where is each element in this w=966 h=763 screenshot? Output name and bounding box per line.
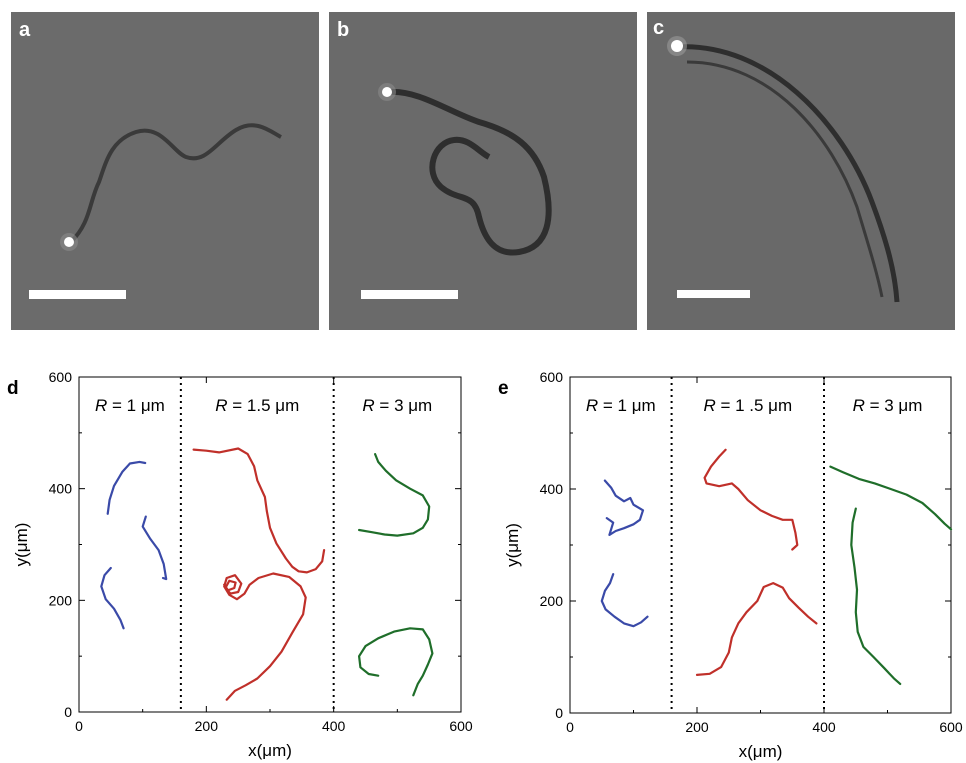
panel-label: e — [498, 378, 509, 399]
micrograph-a-background — [11, 12, 319, 330]
micrograph-c: c — [647, 12, 955, 330]
trajectory-R3-6 — [358, 627, 434, 697]
x-tick-label: 0 — [566, 719, 574, 735]
region-label: R = 1 μm — [95, 396, 165, 415]
trajectory-R1-0 — [106, 460, 147, 515]
panel-label: a — [19, 19, 31, 41]
panel-label: b — [337, 19, 349, 41]
y-tick-label: 0 — [555, 705, 563, 721]
region-label: R = 3 μm — [853, 396, 923, 415]
trajectory-R15-3 — [192, 447, 326, 574]
x-axis-label: x(μm) — [248, 741, 292, 760]
micrograph-c-background — [647, 12, 955, 330]
region-label: R = 3 μm — [362, 396, 432, 415]
x-tick-label: 200 — [685, 719, 709, 735]
x-tick-label: 0 — [75, 718, 83, 734]
x-axis-label: x(μm) — [739, 742, 783, 761]
micrograph-b: b — [329, 12, 637, 330]
trajectory-R15-2 — [703, 448, 799, 551]
trajectory-R1-0 — [603, 479, 645, 536]
region-label: R = 1.5 μm — [215, 396, 299, 415]
micrograph-b-background — [329, 12, 637, 330]
region-label: R = 1 μm — [586, 396, 656, 415]
bead-highlight — [64, 237, 74, 247]
y-tick-label: 200 — [540, 593, 564, 609]
flagellum-shadow — [686, 60, 884, 298]
region-label: R = 1 .5 μm — [703, 396, 792, 415]
flagellum-curve — [69, 123, 282, 244]
scale-bar — [677, 290, 750, 298]
trajectory-R1-1 — [141, 515, 168, 581]
bead-highlight — [671, 40, 683, 52]
x-tick-label: 400 — [812, 719, 836, 735]
chart-d: d 0 200 400 600 0 200 400 600 x(μm) y(μm) R = 1 μm R… — [7, 369, 473, 760]
y-tick-label: 200 — [49, 592, 73, 608]
trajectory-R3-4 — [829, 465, 953, 531]
panel-label: d — [7, 378, 19, 399]
plot-frame — [78, 376, 462, 713]
trajectory-R15-3 — [695, 582, 818, 676]
trajectory-R3-5 — [358, 453, 431, 537]
trajectory-R3-5 — [850, 507, 902, 685]
panel-label: c — [653, 17, 664, 39]
x-tick-label: 600 — [449, 718, 473, 734]
y-tick-label: 400 — [540, 481, 564, 497]
y-tick-label: 600 — [540, 369, 564, 385]
flagellum-curve — [388, 88, 552, 256]
scale-bar — [29, 290, 126, 299]
scale-bar — [361, 290, 458, 299]
x-tick-label: 200 — [195, 718, 219, 734]
x-tick-label: 400 — [322, 718, 346, 734]
y-tick-label: 0 — [64, 704, 72, 720]
trajectory-R1-2 — [100, 566, 125, 630]
y-tick-label: 600 — [49, 369, 73, 385]
flagellum-curve — [676, 44, 900, 303]
bead-highlight — [382, 87, 392, 97]
trajectory-R1-1 — [600, 573, 649, 628]
trajectory-R15-4 — [223, 572, 307, 701]
plot-frame — [569, 376, 952, 714]
chart-e: e 0 200 400 600 0 200 400 600 x(μm) y(μm) R = 1 μm R… — [498, 369, 963, 761]
x-tick-label: 600 — [939, 719, 963, 735]
micrograph-a: a — [11, 12, 319, 330]
y-axis-label: y(μm) — [503, 523, 522, 567]
y-tick-label: 400 — [49, 481, 73, 497]
y-axis-label: y(μm) — [12, 523, 31, 567]
